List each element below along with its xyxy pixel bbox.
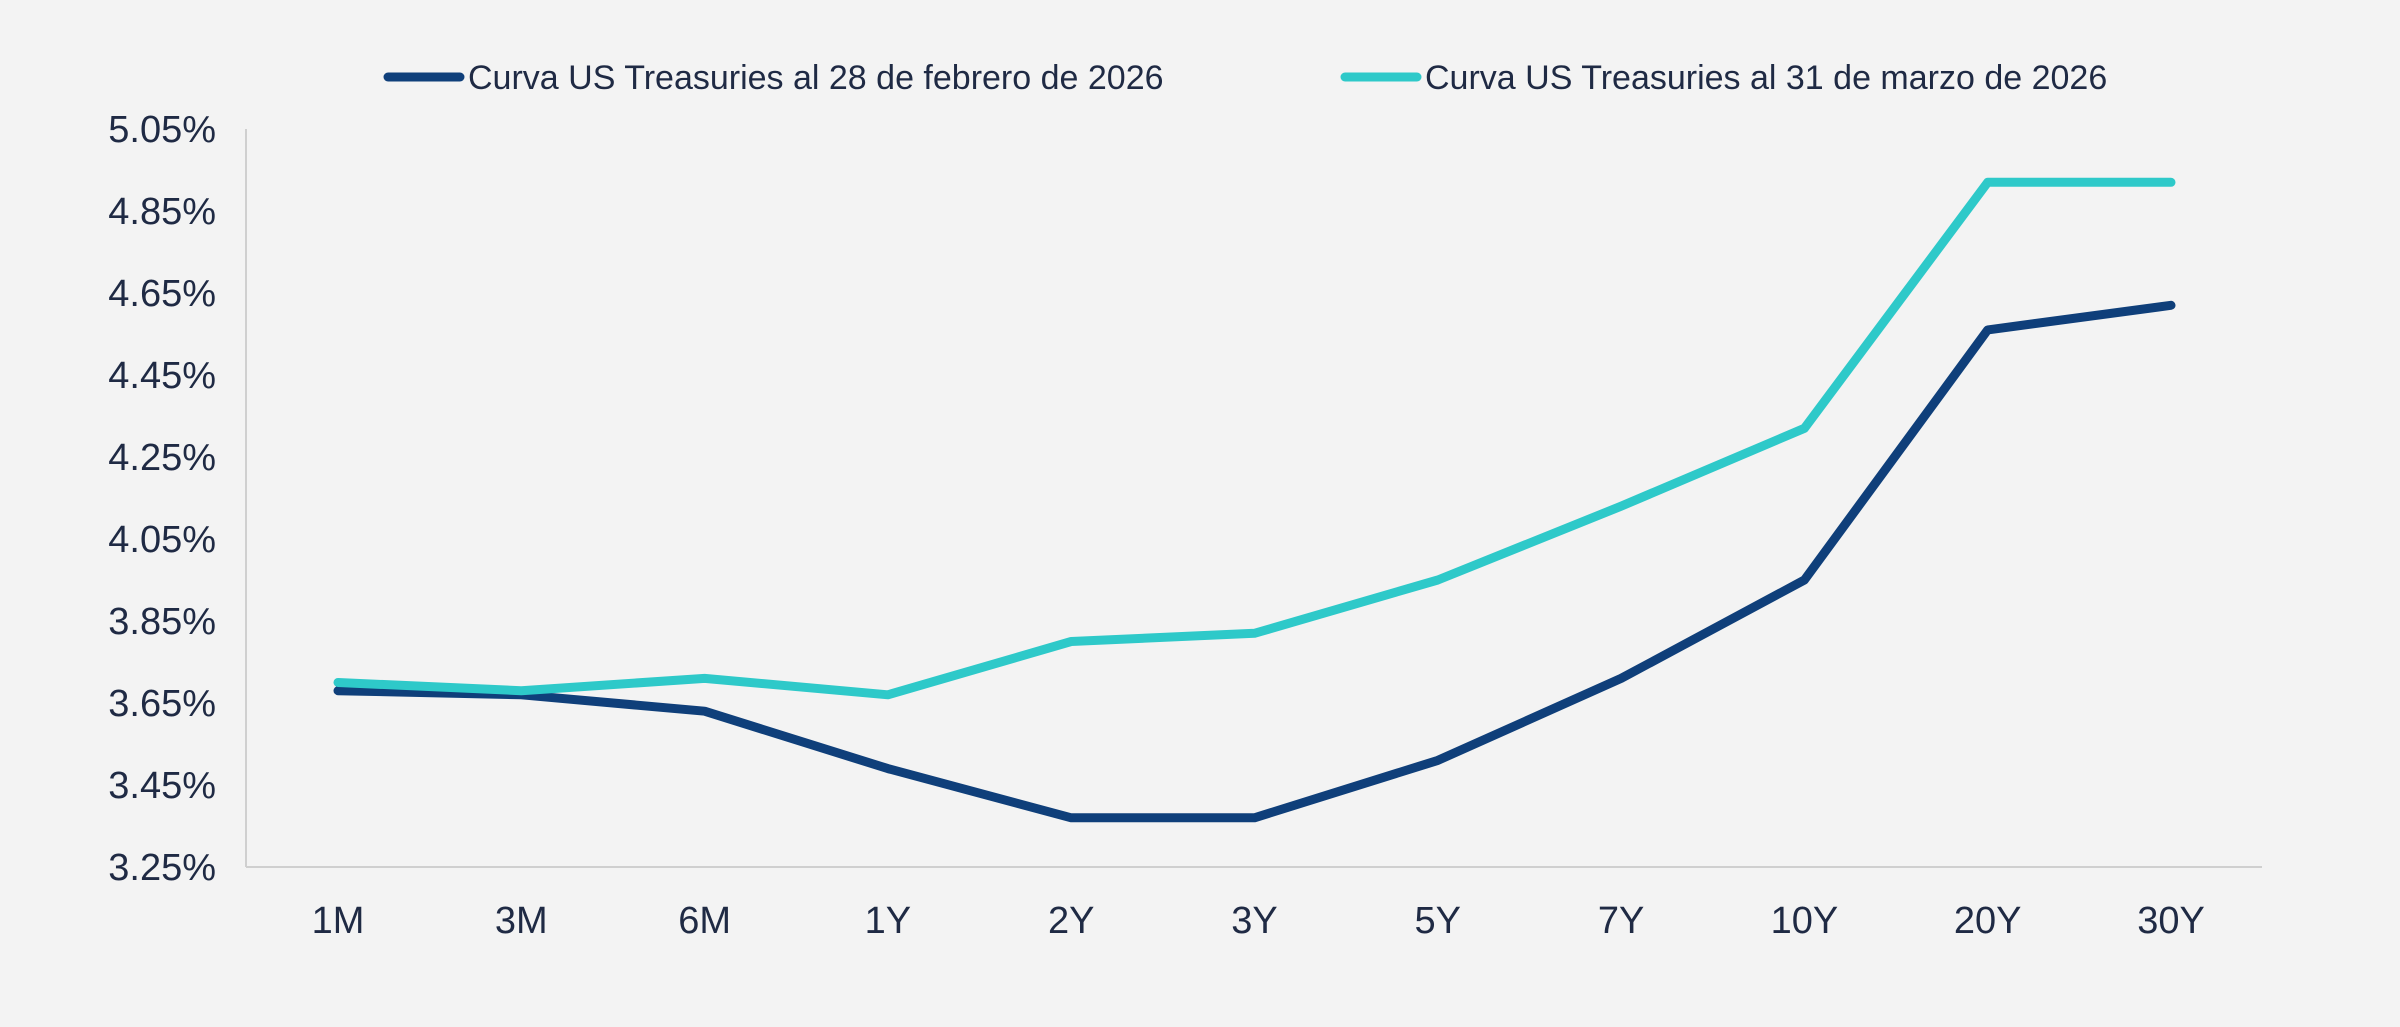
series-point-mar xyxy=(2169,180,2173,184)
series-line-mar xyxy=(333,177,2176,700)
y-tick-label: 4.85% xyxy=(108,191,216,233)
y-tick-label: 4.65% xyxy=(108,273,216,315)
series-point-mar xyxy=(1253,631,1256,635)
series-point-mar xyxy=(519,689,523,693)
series-point-mar xyxy=(336,681,340,684)
series-point-mar xyxy=(1436,578,1440,582)
y-tick-label: 5.05% xyxy=(108,109,216,151)
series-point-feb xyxy=(1619,676,1623,680)
x-tick-label: 3Y xyxy=(1231,900,1277,942)
x-tick-label: 5Y xyxy=(1415,900,1461,942)
series-layer xyxy=(333,177,2176,823)
legend-label-mar: Curva US Treasuries al 31 de marzo de 20… xyxy=(1425,59,2107,97)
series-point-mar xyxy=(1986,180,1990,184)
series-line-feb xyxy=(333,300,2176,823)
series-point-feb xyxy=(1253,816,1256,820)
y-tick-label: 3.65% xyxy=(108,683,216,725)
y-tick-label: 3.85% xyxy=(108,601,216,643)
series-point-feb xyxy=(1436,758,1440,762)
x-tick-label: 7Y xyxy=(1598,900,1644,942)
x-tick-label: 1M xyxy=(312,900,365,942)
x-tick-label: 3M xyxy=(495,900,548,942)
series-point-feb xyxy=(703,709,707,713)
y-tick-label: 3.45% xyxy=(108,765,216,807)
legend: Curva US Treasuries al 28 de febrero de … xyxy=(383,59,2107,97)
series-point-mar xyxy=(1802,426,1806,430)
series-point-mar xyxy=(703,676,707,680)
series-point-feb xyxy=(886,767,890,771)
x-tick-label: 1Y xyxy=(865,900,911,942)
series-point-feb xyxy=(1069,816,1073,820)
x-tick-label: 6M xyxy=(678,900,731,942)
series-point-feb xyxy=(1802,578,1806,582)
series-point-feb xyxy=(336,689,340,693)
x-tick-label: 20Y xyxy=(1954,900,2022,942)
x-tick-label: 2Y xyxy=(1048,900,1094,942)
y-tick-label: 4.25% xyxy=(108,437,216,479)
series-point-feb xyxy=(1986,328,1990,332)
y-tick-label: 4.05% xyxy=(108,519,216,561)
x-axis: 1M 3M 6M 1Y 2Y 3Y 5Y 7Y 10Y 20Y 30Y xyxy=(246,866,2262,942)
series-point-mar xyxy=(1619,504,1623,508)
y-axis: 5.05% 4.85% 4.65% 4.45% 4.25% 4.05% 3.85% 3.65%… xyxy=(108,109,247,889)
x-tick-label: 10Y xyxy=(1771,900,1839,942)
series-point-mar xyxy=(1069,640,1073,643)
x-tick-label: 30Y xyxy=(2137,900,2205,942)
series-point-feb xyxy=(2169,303,2173,307)
series-point-mar xyxy=(886,693,890,697)
legend-label-feb: Curva US Treasuries al 28 de febrero de … xyxy=(468,59,1164,97)
y-tick-label: 3.25% xyxy=(108,847,216,889)
y-tick-label: 4.45% xyxy=(108,355,216,397)
